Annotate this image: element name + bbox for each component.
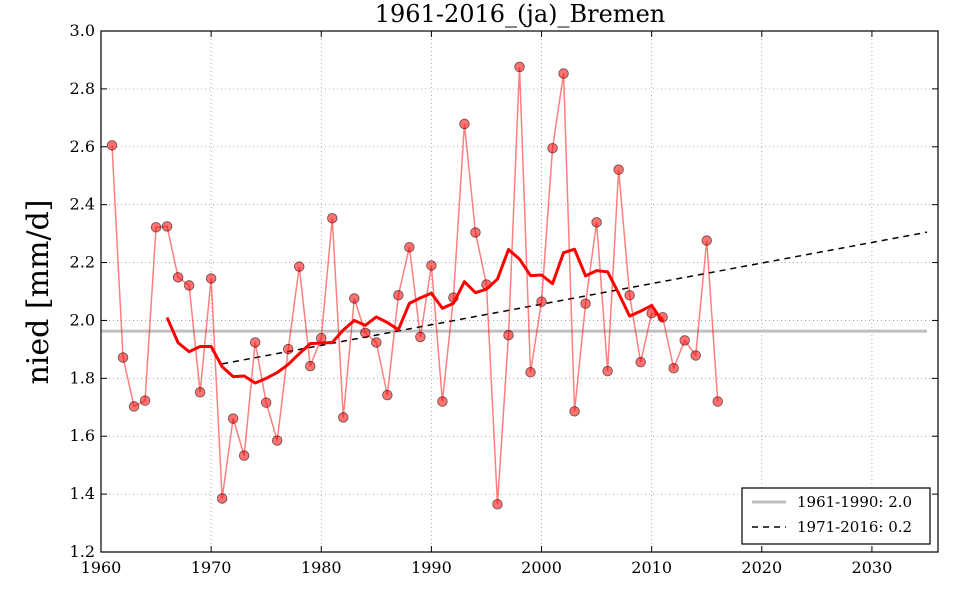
legend: 1961-1990: 2.0 1971-2016: 0.2: [741, 487, 931, 545]
trend-line: [222, 231, 928, 365]
annual-point: [514, 61, 525, 73]
axis-ticks: 1960 1970 1980 1990 2000 2010 2020 2030 1.2 1.4 1.…: [70, 21, 938, 577]
annual-point: [712, 396, 723, 407]
annual-point: [216, 493, 228, 504]
y-tick-label: 3.0: [70, 21, 95, 40]
annual-point: [161, 221, 173, 232]
x-tick-label: 1990: [411, 558, 452, 577]
x-tick-label: 2030: [852, 558, 893, 577]
annual-point: [503, 329, 514, 341]
annual-point: [260, 397, 272, 408]
y-tick-label: 1.6: [70, 426, 95, 445]
annual-point: [271, 435, 283, 446]
x-tick-label: 1980: [301, 558, 342, 577]
annual-point: [591, 217, 602, 228]
y-tick-label: 1.2: [70, 542, 95, 561]
annual-point: [205, 273, 217, 284]
x-tick-label: 1960: [81, 558, 122, 577]
annual-series: [106, 61, 723, 510]
y-tick-label: 2.6: [70, 137, 95, 156]
annual-point: [360, 327, 371, 339]
annual-point: [668, 362, 679, 374]
legend-trend-label: 1971-2016: 0.2: [797, 518, 912, 536]
x-tick-label: 2010: [631, 558, 672, 577]
legend-baseline-label: 1961-1990: 2.0: [797, 493, 912, 511]
annual-point: [547, 142, 558, 154]
annual-point: [536, 296, 547, 307]
annual-point: [183, 280, 195, 291]
rolling-series: [165, 247, 664, 385]
annual-line: [111, 66, 719, 505]
annual-point: [558, 68, 569, 79]
y-tick-label: 2.4: [70, 195, 95, 214]
annual-point: [569, 406, 580, 417]
y-tick-label: 2.8: [70, 79, 95, 98]
annual-point: [470, 227, 481, 238]
plot-frame: [100, 30, 939, 553]
annual-point: [194, 386, 206, 398]
annual-point: [382, 389, 393, 401]
y-tick-label: 2.2: [70, 253, 95, 272]
trend-series: [222, 231, 928, 365]
annual-point: [293, 261, 305, 272]
annual-point: [227, 413, 239, 424]
annual-point: [117, 352, 129, 363]
x-tick-label: 2020: [741, 558, 782, 577]
annual-point: [492, 498, 503, 510]
annual-point: [602, 365, 613, 377]
annual-point: [613, 164, 624, 175]
annual-point: [580, 298, 591, 309]
annual-point: [701, 235, 712, 246]
annual-point: [128, 401, 140, 412]
annual-point: [338, 412, 349, 423]
annual-point: [305, 360, 316, 372]
chart-title: 1961-2016_(ja)_Bremen: [375, 0, 665, 28]
running-mean-line: [165, 247, 664, 385]
annual-point: [437, 396, 448, 407]
annual-point: [635, 356, 646, 368]
annual-point: [249, 337, 261, 348]
x-tick-label: 2000: [521, 558, 562, 577]
x-tick-label: 1970: [191, 558, 232, 577]
annual-point: [349, 293, 360, 304]
annual-point: [172, 272, 184, 283]
annual-point: [282, 343, 294, 355]
y-tick-label: 2.0: [70, 310, 95, 329]
annual-point: [327, 213, 338, 224]
y-axis-label: nied [mm/d]: [21, 199, 56, 384]
annual-point: [459, 118, 470, 130]
annual-point: [415, 331, 426, 343]
annual-point: [426, 260, 437, 271]
annual-point: [106, 140, 118, 151]
y-tick-label: 1.8: [70, 368, 95, 387]
annual-point: [624, 290, 635, 301]
y-tick-label: 1.4: [70, 484, 95, 503]
annual-point: [525, 367, 536, 378]
annual-point: [393, 290, 404, 301]
annual-point: [139, 395, 151, 406]
legend-box: [741, 487, 931, 545]
annual-point: [404, 241, 415, 253]
annual-point: [371, 337, 382, 348]
annual-point: [150, 221, 162, 233]
annual-point: [679, 335, 690, 346]
annual-point: [238, 450, 250, 461]
annual-point: [690, 350, 701, 361]
